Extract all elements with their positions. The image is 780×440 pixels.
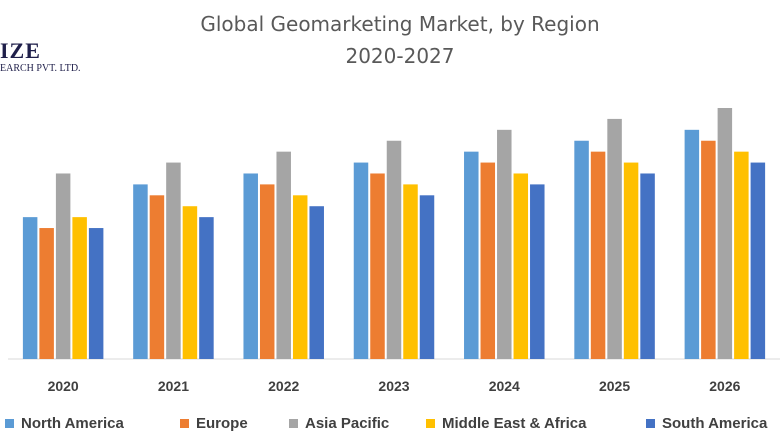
x-tick-label: 2026: [709, 378, 740, 394]
chart-subtitle: 2020-2027: [345, 44, 455, 68]
bar-2026-south-america: [750, 162, 766, 359]
bar-2021-north-america: [133, 184, 148, 359]
bar-2026-europe: [701, 140, 716, 359]
bar-2021-europe: [149, 195, 165, 359]
bar-2020-north-america: [22, 217, 38, 359]
legend-label: South America: [662, 415, 768, 432]
chart-title: Global Geomarketing Market, by Region: [200, 12, 600, 36]
x-tick-label: 2021: [158, 378, 189, 394]
company-logo: IZE EARCH PVT. LTD.: [0, 40, 81, 74]
bar-2022-europe: [259, 184, 275, 359]
legend-label: Middle East & Africa: [442, 415, 587, 432]
bar-2024-middle-east-africa: [513, 173, 529, 359]
legend-swatch: [646, 419, 655, 428]
x-tick-label: 2023: [378, 378, 409, 394]
bar-2020-europe: [39, 228, 54, 359]
x-tick-label: 2020: [48, 378, 79, 394]
bar-2020-south-america: [88, 228, 104, 359]
bar-2024-asia-pacific: [497, 129, 512, 359]
bar-2026-north-america: [684, 129, 700, 359]
bar-2026-asia-pacific: [717, 108, 733, 359]
bar-2023-north-america: [353, 162, 369, 359]
bar-2023-europe: [370, 173, 385, 359]
bar-2024-europe: [480, 162, 496, 359]
x-tick-label: 2024: [489, 378, 520, 394]
bar-2021-middle-east-africa: [182, 206, 198, 359]
legend-swatch: [180, 419, 189, 428]
bar-2023-south-america: [419, 195, 435, 359]
logo-text-sub: EARCH PVT. LTD.: [0, 63, 81, 74]
bar-2025-asia-pacific: [607, 118, 622, 359]
legend-swatch: [426, 419, 435, 428]
bar-2023-asia-pacific: [386, 140, 402, 359]
bar-2021-south-america: [199, 217, 214, 359]
x-tick-label: 2025: [599, 378, 630, 394]
bar-2022-middle-east-africa: [292, 195, 308, 359]
bar-2025-middle-east-africa: [623, 162, 639, 359]
bar-2022-south-america: [309, 206, 324, 359]
logo-text-main: IZE: [0, 38, 41, 63]
x-tick-label: 2022: [268, 378, 299, 394]
bar-2023-middle-east-africa: [403, 184, 418, 359]
bar-2025-europe: [590, 151, 606, 359]
bar-2020-asia-pacific: [55, 173, 71, 359]
bar-2024-north-america: [464, 151, 479, 359]
legend-swatch: [289, 419, 298, 428]
legend-swatch: [5, 419, 14, 428]
bar-2025-north-america: [574, 140, 589, 359]
bar-2021-asia-pacific: [166, 162, 181, 359]
bar-2024-south-america: [530, 184, 545, 359]
bar-2020-middle-east-africa: [72, 217, 87, 359]
bar-2022-asia-pacific: [276, 151, 291, 359]
legend-label: Europe: [196, 415, 248, 432]
bar-2022-north-america: [243, 173, 258, 359]
legend-label: Asia Pacific: [305, 415, 389, 432]
legend-label: North America: [21, 415, 124, 432]
bar-2026-middle-east-africa: [734, 151, 749, 359]
bar-2025-south-america: [640, 173, 655, 359]
